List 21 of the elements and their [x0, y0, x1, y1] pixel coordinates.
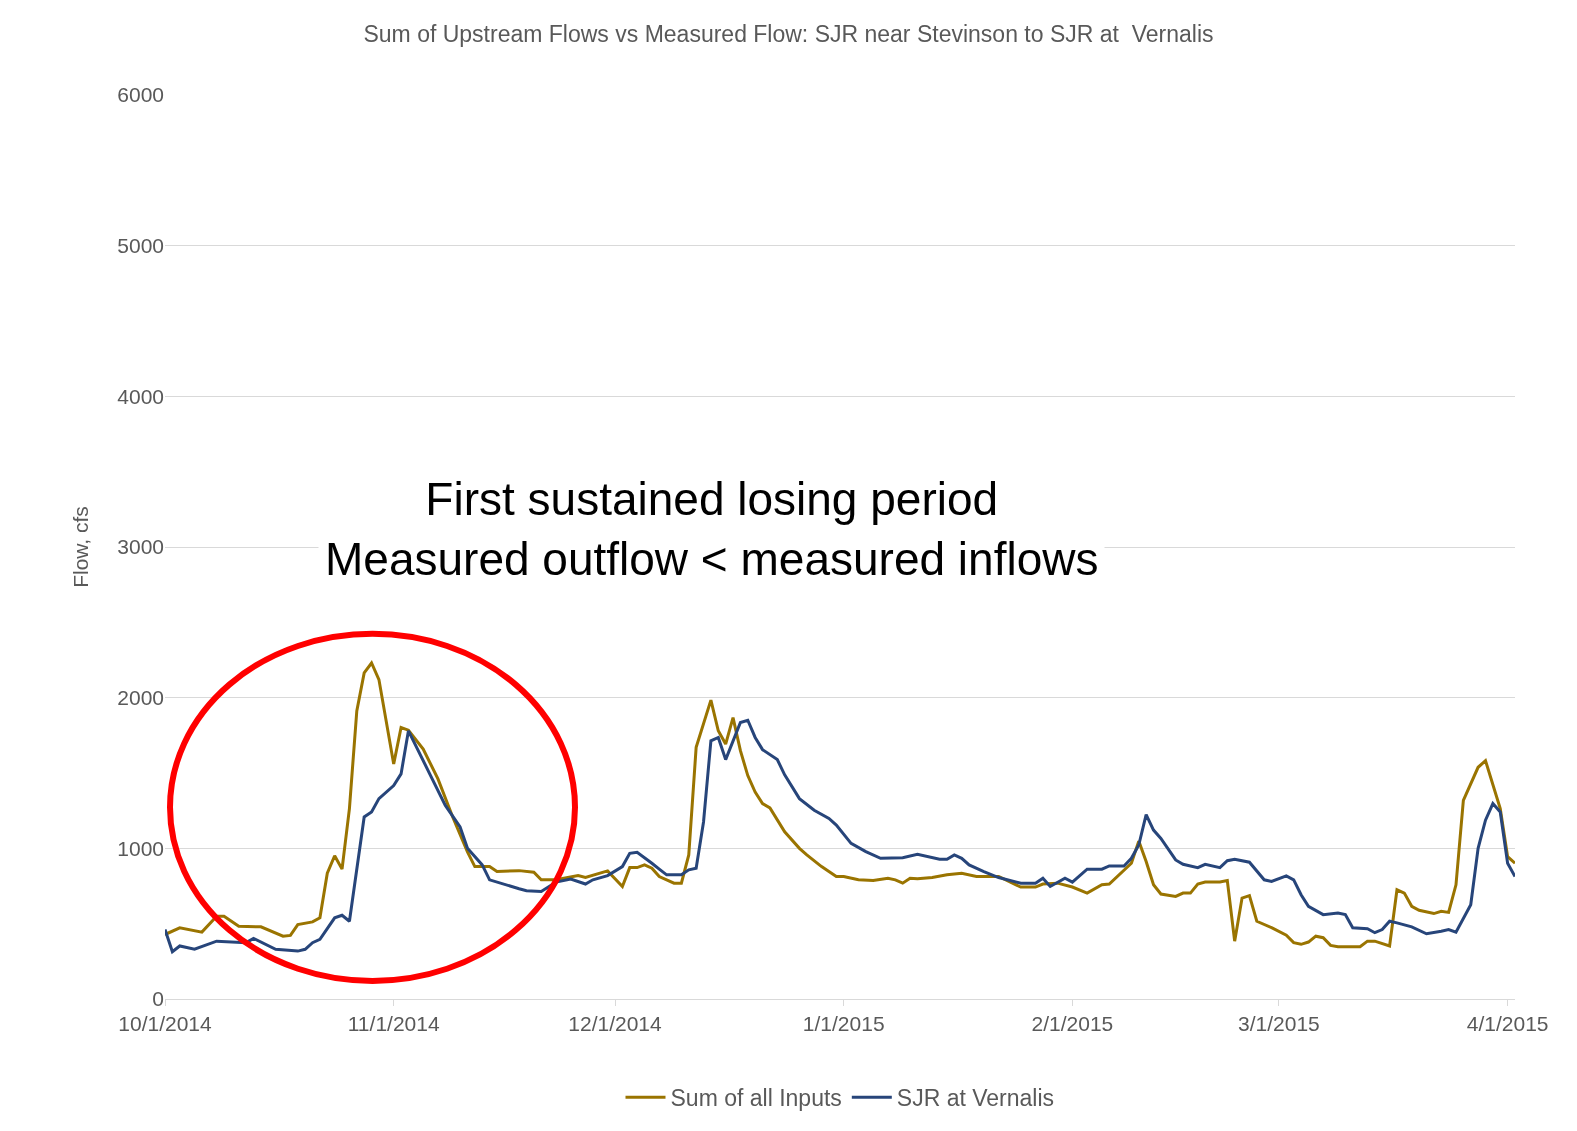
x-tick-label: 1/1/2015: [802, 1012, 885, 1036]
y-tick-label: 6000: [117, 83, 164, 107]
x-tick-label: 3/1/2015: [1238, 1012, 1320, 1036]
x-tick-label: 10/1/2014: [118, 1012, 213, 1036]
legend-label: Sum of all Inputs: [670, 1085, 842, 1112]
legend-label: SJR at Vernalis: [896, 1085, 1055, 1112]
y-tick-label: 4000: [117, 384, 164, 408]
annotation: First sustained losing period Measured outflow < measured inflows: [325, 473, 1099, 585]
x-tick-label: 12/1/2014: [568, 1012, 663, 1036]
y-axis-title: Flow, cfs: [69, 506, 93, 588]
y-tick-label: 2000: [117, 686, 164, 710]
y-tick-label: 1000: [117, 836, 164, 860]
x-tick-label: 11/1/2014: [347, 1012, 440, 1036]
y-tick-label: 0: [152, 987, 164, 1011]
line-series: [165, 661, 1515, 949]
x-tick-label: 4/1/2015: [1466, 1012, 1549, 1036]
line-series: [165, 718, 1515, 954]
x-tick-label: 2/1/2015: [1031, 1012, 1114, 1036]
chart-title: Sum of Upstream Flows vs Measured Flow: SJR near Stevinson to SJR at Vernalis: [363, 20, 1214, 47]
y-tick-label: 3000: [117, 535, 164, 559]
y-tick-label: 5000: [117, 234, 164, 258]
